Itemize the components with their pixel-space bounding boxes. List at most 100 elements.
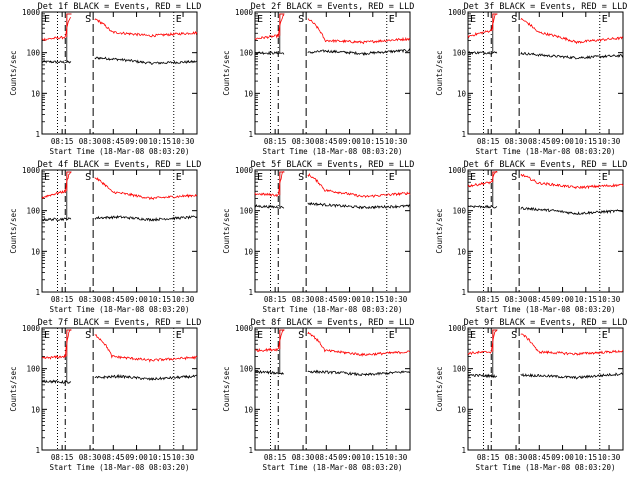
x-tick-label: 08:45 <box>528 295 551 304</box>
end-marker: E <box>44 14 50 25</box>
y-axis-label: Counts/sec <box>435 50 444 95</box>
x-tick-label: 08:45 <box>315 137 338 146</box>
detector-panel: Det 4f BLACK = Events, RED = LLD 1 10 100 10… <box>9 160 201 314</box>
end-marker: E <box>44 330 50 341</box>
x-tick-label: 10:15 <box>575 137 598 146</box>
x-tick-label: 08:15 <box>477 295 500 304</box>
x-axis-label: Start Time (18-Mar-08 08:03:20) <box>263 305 403 314</box>
y-tick-label: 100 <box>239 49 253 58</box>
detector-panel: Det 5f BLACK = Events, RED = LLD 1 10 100 10… <box>222 160 414 314</box>
y-tick-label: 100 <box>239 365 253 374</box>
x-tick-label: 10:30 <box>598 295 621 304</box>
x-tick-label: 10:30 <box>385 295 408 304</box>
x-tick-label: 08:30 <box>79 453 102 462</box>
end-marker: E <box>257 172 263 183</box>
detector-panel: Det 2f BLACK = Events, RED = LLD 1 10 100 10… <box>222 2 414 156</box>
y-tick-label: 100 <box>26 365 40 374</box>
x-tick-label: 08:45 <box>528 453 551 462</box>
x-tick-label: 09:00 <box>125 137 148 146</box>
x-axis-label: Start Time (18-Mar-08 08:03:20) <box>476 463 616 472</box>
y-tick-label: 100 <box>239 207 253 216</box>
x-tick-label: 10:30 <box>385 137 408 146</box>
y-tick-label: 10 <box>31 89 41 98</box>
x-tick-label: 08:15 <box>264 137 287 146</box>
end-marker: E <box>602 330 608 341</box>
end-marker: E <box>470 14 476 25</box>
x-axis-label: Start Time (18-Mar-08 08:03:20) <box>50 463 190 472</box>
lld-series-line <box>41 13 198 41</box>
y-tick-label: 1000 <box>22 8 41 17</box>
y-tick-label: 10 <box>31 247 41 256</box>
x-tick-label: 08:45 <box>102 137 125 146</box>
start-marker: S <box>298 330 304 341</box>
plot-frame <box>41 11 198 135</box>
x-axis-label: Start Time (18-Mar-08 08:03:20) <box>263 147 403 156</box>
start-marker: S <box>85 14 91 25</box>
lld-series-line <box>467 329 624 356</box>
plot-frame <box>467 169 624 293</box>
x-tick-label: 10:15 <box>575 295 598 304</box>
start-marker: S <box>85 330 91 341</box>
x-tick-label: 08:30 <box>292 137 315 146</box>
plot-frame <box>41 169 198 293</box>
start-marker: S <box>511 330 517 341</box>
x-tick-label: 08:15 <box>264 453 287 462</box>
y-tick-label: 100 <box>26 207 40 216</box>
x-tick-label: 10:15 <box>362 453 385 462</box>
panel-title: Det 7f BLACK = Events, RED = LLD <box>38 318 202 328</box>
events-series-line <box>254 171 411 210</box>
end-marker: E <box>176 330 182 341</box>
y-tick-label: 10 <box>244 247 254 256</box>
x-tick-label: 08:45 <box>315 453 338 462</box>
x-tick-label: 08:15 <box>51 453 74 462</box>
detector-panel: Det 8f BLACK = Events, RED = LLD 1 10 100 10… <box>222 318 414 472</box>
y-tick-label: 10 <box>457 247 467 256</box>
end-marker: E <box>389 14 395 25</box>
x-axis-label: Start Time (18-Mar-08 08:03:20) <box>50 305 190 314</box>
x-tick-label: 08:15 <box>477 453 500 462</box>
detector-panel: Det 7f BLACK = Events, RED = LLD 1 10 100 10… <box>9 318 201 472</box>
y-axis-label: Counts/sec <box>435 366 444 411</box>
y-tick-label: 1000 <box>448 324 467 333</box>
x-tick-label: 08:30 <box>505 137 528 146</box>
x-axis-label: Start Time (18-Mar-08 08:03:20) <box>476 147 616 156</box>
end-marker: E <box>602 14 608 25</box>
end-marker: E <box>257 330 263 341</box>
y-tick-label: 100 <box>452 207 466 216</box>
lld-series-line <box>467 171 624 190</box>
y-tick-label: 1 <box>35 288 40 297</box>
y-tick-label: 1000 <box>448 166 467 175</box>
x-tick-label: 08:30 <box>505 453 528 462</box>
panel-title: Det 2f BLACK = Events, RED = LLD <box>251 2 415 12</box>
y-tick-label: 1000 <box>235 8 254 17</box>
y-axis-label: Counts/sec <box>9 366 18 411</box>
start-marker: S <box>85 172 91 183</box>
x-tick-label: 09:00 <box>551 137 574 146</box>
detector-panel: Det 9f BLACK = Events, RED = LLD 1 10 100 10… <box>435 318 627 472</box>
y-tick-label: 1000 <box>235 324 254 333</box>
lld-series-line <box>467 13 624 45</box>
panel-title: Det 8f BLACK = Events, RED = LLD <box>251 318 415 328</box>
x-tick-label: 10:15 <box>149 295 172 304</box>
y-tick-label: 1 <box>461 446 466 455</box>
x-tick-label: 10:30 <box>172 137 195 146</box>
plot-frame <box>467 327 624 451</box>
detector-panel: Det 1f BLACK = Events, RED = LLD 1 10 100 10… <box>9 2 201 156</box>
panel-title: Det 1f BLACK = Events, RED = LLD <box>38 2 202 12</box>
x-tick-label: 10:15 <box>149 453 172 462</box>
x-axis-label: Start Time (18-Mar-08 08:03:20) <box>476 305 616 314</box>
end-marker: E <box>389 172 395 183</box>
x-axis-label: Start Time (18-Mar-08 08:03:20) <box>263 463 403 472</box>
x-tick-label: 10:15 <box>575 453 598 462</box>
end-marker: E <box>602 172 608 183</box>
lld-series-line <box>255 329 411 357</box>
plot-frame <box>467 11 624 135</box>
y-axis-label: Counts/sec <box>222 366 231 411</box>
x-tick-label: 08:45 <box>102 453 125 462</box>
plot-frame <box>254 11 411 135</box>
x-tick-label: 10:30 <box>598 137 621 146</box>
y-tick-label: 10 <box>31 405 41 414</box>
panel-title: Det 4f BLACK = Events, RED = LLD <box>38 160 202 170</box>
y-tick-label: 1 <box>35 130 40 139</box>
